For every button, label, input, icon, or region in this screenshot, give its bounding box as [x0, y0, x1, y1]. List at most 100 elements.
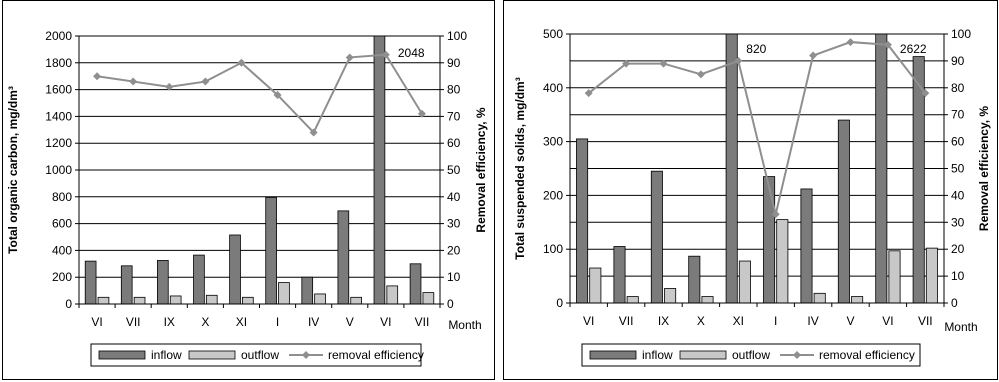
- c0-bar-inflow: [193, 254, 205, 305]
- c1-bar-inflow: [837, 119, 850, 304]
- c0-y-tick-label: 1200: [45, 136, 72, 150]
- c0-y-tick-label: 800: [52, 190, 72, 204]
- c1-y-tick-label: 400: [543, 81, 563, 95]
- c1-x-axis-title: Month: [944, 320, 977, 334]
- c1-efficiency-point: [921, 89, 930, 98]
- c1-y2-tick-label: 90: [951, 54, 965, 68]
- c0-y2-tick-label: 60: [447, 136, 461, 150]
- c1-legend-label-outflow: outflow: [732, 348, 770, 362]
- c0-x-axis-title: Month: [448, 318, 481, 332]
- c0-bar-outflow: [97, 296, 110, 305]
- c0-efficiency-point: [381, 50, 390, 59]
- c1-legend-box: [581, 343, 921, 367]
- c1-bar-inflow: [800, 188, 813, 304]
- c0-y2-tick-label: 40: [447, 190, 461, 204]
- chart-panel-right: 0 10 20 30 40 50 60 70 80 90 100 0 100 200 300 400 500 VI…: [503, 0, 998, 380]
- c0-bar-inflow: [265, 197, 277, 305]
- c0-legend-label-inflow: inflow: [151, 348, 182, 362]
- c1-efficiency-point: [659, 59, 668, 68]
- c0-efficiency-point: [129, 77, 138, 86]
- c1-bar-outflow: [664, 288, 677, 304]
- c1-y2-tick-label: 60: [951, 135, 965, 149]
- c1-bar-outflow: [776, 219, 789, 304]
- c1-bar-inflow: [688, 255, 701, 304]
- c0-legend-swatch-outflow: [188, 350, 236, 360]
- c0-bar-inflow: [337, 210, 350, 305]
- c1-x-tick-label: IX: [658, 314, 669, 328]
- c1-x-tick-label: VI: [882, 314, 893, 328]
- c1-bar-inflow: [875, 33, 888, 304]
- c1-bar-outflow: [589, 267, 602, 304]
- c0-annotation-label: 2048: [398, 46, 425, 60]
- c1-x-tick-label: VI: [583, 314, 594, 328]
- c0-bar-inflow: [301, 276, 314, 305]
- c1-y-tick-label: 200: [543, 188, 563, 202]
- c0-y2-tick-label: 0: [447, 297, 454, 311]
- c1-efficiency-point: [696, 70, 705, 79]
- c0-y-tick-label: 200: [52, 270, 72, 284]
- c0-bar-inflow: [157, 260, 169, 305]
- c1-y2-tick-label: 10: [951, 269, 965, 283]
- c1-x-tick-label: VII: [619, 314, 634, 328]
- c0-y2-tick-label: 80: [447, 83, 461, 97]
- c0-bar-outflow: [278, 282, 290, 305]
- c1-y2-tick-label: 50: [951, 162, 965, 176]
- c0-efficiency-point: [237, 58, 246, 67]
- c0-bar-outflow: [314, 293, 326, 305]
- c0-legend-label-outflow: outflow: [241, 348, 279, 362]
- c1-bar-inflow: [613, 246, 626, 304]
- c1-x-tick-label: I: [774, 314, 777, 328]
- c0-x-tick-label: V: [346, 315, 354, 329]
- c0-efficiency-point: [417, 109, 426, 118]
- c0-bar-inflow: [409, 263, 422, 305]
- c1-annotation-label: 820: [746, 42, 766, 56]
- c0-legend-swatch-inflow: [98, 350, 146, 360]
- c0-efficiency-point: [93, 72, 102, 81]
- c0-bar-inflow: [120, 265, 133, 305]
- c1-y2-tick-label: 40: [951, 188, 965, 202]
- c0-bar-inflow: [229, 234, 241, 305]
- c1-bar-outflow: [701, 296, 714, 304]
- c0-y-tick-label: 2000: [45, 29, 72, 43]
- chart-tss: 01020304050607080901000100200300400500VI…: [513, 27, 991, 367]
- c0-y2-tick-label: 90: [447, 56, 461, 70]
- c1-x-tick-label: XI: [733, 314, 744, 328]
- c1-bar-outflow: [626, 296, 639, 304]
- c0-y-tick-label: 400: [52, 243, 72, 257]
- c0-y-tick-label: 1000: [45, 163, 72, 177]
- c0-legend-marker-efficiency: [302, 351, 310, 359]
- c1-y2-tick-label: 20: [951, 242, 965, 256]
- c0-efficiency-point: [273, 90, 282, 99]
- c0-y-axis-title: Total organic carbon, mg/dm³: [6, 86, 20, 254]
- c0-y2-tick-label: 20: [447, 243, 461, 257]
- c0-x-tick-label: IX: [164, 315, 175, 329]
- c1-y2-tick-label: 80: [951, 81, 965, 95]
- c1-efficiency-point: [584, 89, 593, 98]
- c1-x-tick-label: V: [846, 314, 854, 328]
- c0-y2-tick-label: 10: [447, 270, 461, 284]
- c1-bar-inflow: [650, 170, 663, 304]
- c0-legend-label-efficiency: removal efficiency: [328, 348, 424, 362]
- chart-panel-left: 0 10 20 30 40 50 60 70 80 90 100 0 200 400 600 800 1000 1…: [2, 0, 495, 380]
- c1-legend-label-efficiency: removal efficiency: [819, 348, 915, 362]
- c1-y-tick-label: 300: [543, 135, 563, 149]
- c1-y-axis-title: Total suspended solids, mg/dm³: [513, 77, 527, 259]
- chart-toc: 0102030405060708090100020040060080010001…: [6, 29, 488, 367]
- c1-y2-tick-label: 30: [951, 215, 965, 229]
- c0-legend-box: [90, 343, 422, 367]
- c1-legend-swatch-outflow: [679, 350, 727, 360]
- c1-bar-inflow: [576, 138, 589, 304]
- c1-y2-tick-label: 0: [951, 296, 958, 310]
- c1-bar-outflow: [851, 296, 864, 304]
- c0-efficiency-point: [165, 82, 174, 91]
- c0-x-tick-label: VI: [91, 315, 102, 329]
- c1-bar-inflow: [725, 33, 738, 304]
- c1-efficiency-point: [771, 210, 780, 219]
- c1-y-tick-label: 500: [543, 27, 563, 41]
- c0-y2-tick-label: 100: [447, 29, 467, 43]
- c0-y2-tick-label: 70: [447, 109, 461, 123]
- c1-x-tick-label: X: [697, 314, 705, 328]
- c1-bar-outflow: [813, 292, 826, 304]
- c1-efficiency-point: [846, 38, 855, 47]
- c0-y-tick-label: 1800: [45, 56, 72, 70]
